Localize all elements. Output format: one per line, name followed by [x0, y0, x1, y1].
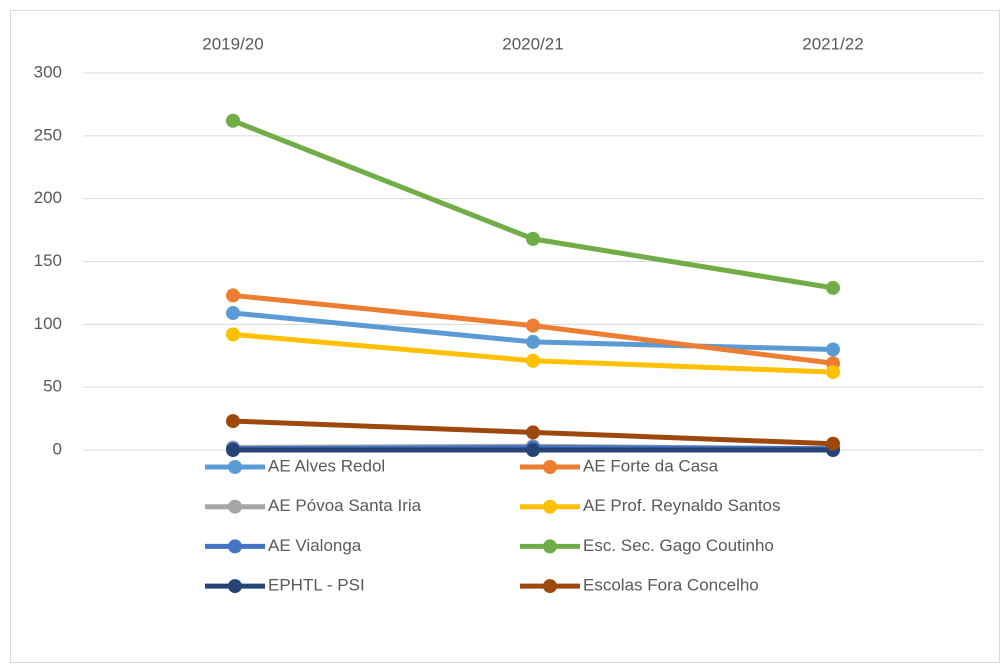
point — [826, 342, 840, 357]
legend-label: Escolas Fora Concelho — [583, 576, 759, 595]
point — [526, 334, 540, 349]
legend-label: AE Vialonga — [268, 536, 362, 555]
y-tick-label: 150 — [34, 251, 62, 270]
point — [526, 353, 540, 368]
legend-label: AE Alves Redol — [268, 456, 385, 475]
point — [226, 288, 240, 303]
point — [826, 280, 840, 295]
legend-marker — [228, 460, 242, 474]
y-tick-label: 200 — [34, 188, 62, 207]
point — [226, 113, 240, 128]
x-tick-label: 2021/22 — [802, 34, 863, 53]
y-tick-label: 0 — [53, 439, 62, 458]
point — [526, 231, 540, 246]
legend-marker — [543, 579, 557, 594]
point — [526, 425, 540, 440]
point — [226, 414, 240, 429]
point — [526, 443, 540, 457]
legend-label: AE Póvoa Santa Iria — [268, 496, 422, 515]
y-tick-label: 300 — [34, 62, 62, 81]
point — [826, 365, 840, 380]
legend-label: AE Forte da Casa — [583, 456, 719, 475]
point — [226, 306, 240, 321]
point — [826, 436, 840, 451]
y-tick-label: 100 — [34, 314, 62, 333]
point — [226, 443, 240, 457]
chart-frame — [10, 10, 1000, 663]
y-tick-label: 250 — [34, 125, 62, 144]
point — [226, 327, 240, 342]
legend-label: Esc. Sec. Gago Coutinho — [583, 536, 774, 555]
x-tick-label: 2020/21 — [502, 34, 563, 53]
legend-marker — [228, 499, 242, 514]
legend-marker — [228, 579, 242, 594]
y-tick-label: 50 — [43, 377, 62, 396]
legend-marker — [543, 499, 557, 514]
legend-label: EPHTL - PSI — [268, 576, 365, 595]
legend-label: AE Prof. Reynaldo Santos — [583, 496, 781, 515]
legend-marker — [543, 539, 557, 554]
legend-marker — [543, 460, 557, 474]
point — [526, 318, 540, 333]
legend-marker — [228, 539, 242, 554]
x-tick-label: 2019/20 — [202, 34, 263, 53]
